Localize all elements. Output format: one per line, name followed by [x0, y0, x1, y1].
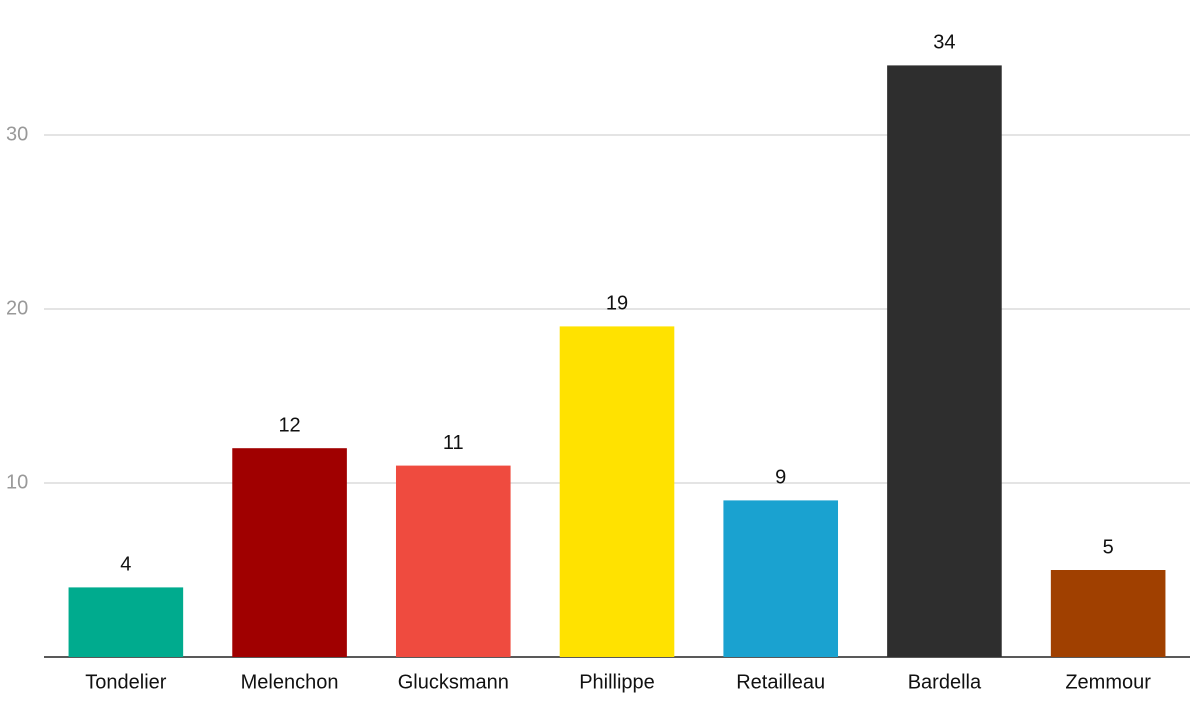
bar — [723, 500, 839, 657]
value-label: 5 — [1103, 536, 1114, 558]
x-tick-label: Phillippe — [579, 671, 655, 693]
bar — [68, 587, 184, 657]
value-label: 11 — [443, 432, 464, 454]
value-label: 34 — [933, 32, 955, 54]
value-label: 12 — [278, 414, 300, 436]
value-label: 9 — [775, 467, 786, 489]
value-label: 19 — [606, 293, 628, 315]
x-tick-label: Retailleau — [736, 671, 825, 693]
x-tick-label: Melenchon — [241, 671, 339, 693]
bar — [887, 65, 1002, 657]
y-tick-label: 10 — [6, 471, 28, 493]
x-tick-label: Bardella — [908, 671, 982, 693]
bar — [1050, 570, 1166, 657]
bar — [395, 465, 511, 657]
x-tick-label: Tondelier — [85, 671, 167, 693]
value-label: 4 — [120, 554, 131, 576]
y-tick-label: 30 — [6, 123, 28, 145]
x-tick-label: Zemmour — [1065, 671, 1151, 693]
x-tick-label: Glucksmann — [398, 671, 509, 693]
y-tick-label: 20 — [6, 297, 28, 319]
bar — [232, 448, 347, 657]
bar — [559, 326, 675, 657]
